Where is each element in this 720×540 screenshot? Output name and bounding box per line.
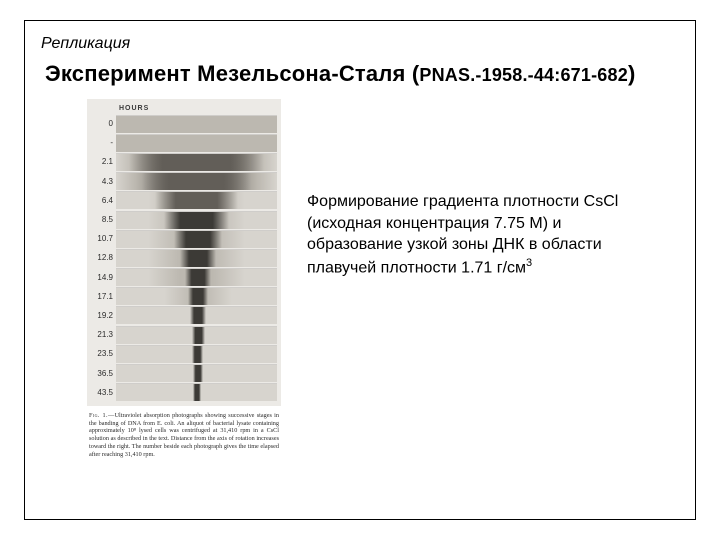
gel-lane [116,306,277,324]
gel-lane [116,172,277,190]
hours-label: 19.2 [91,311,116,320]
gel-row: 10.7 [91,229,277,248]
gel-row: - [91,133,277,152]
dna-band [185,269,211,286]
gel-lane [116,191,277,209]
title-main: Эксперимент Мезельсона-Сталя ( [45,61,419,86]
gel-row: 43.5 [91,383,277,402]
gel-lane [116,115,277,133]
description-main: Формирование градиента плотности CsCl (и… [307,193,618,276]
gel-row: 12.8 [91,248,277,267]
gel-image: HOURS 0 - 2.1 4.3 6.4 8.5 10.7 12.8 14.9 17.1 19.2… [87,99,281,406]
dna-band [193,365,203,382]
title-citation: PNAS.-1958.-44:671-682 [419,65,628,85]
dna-band [188,288,207,305]
figure-caption-label: Fig. 1.— [89,412,115,419]
hours-label: 36.5 [91,369,116,378]
gel-row: 2.1 [91,152,277,171]
gel-row: 0 [91,114,277,133]
gel-lane [116,230,277,248]
dna-band [192,346,203,363]
hours-label: 8.5 [91,215,116,224]
gel-row: 23.5 [91,344,277,363]
dna-band [174,231,222,248]
category-label: Репликация [41,35,681,53]
dna-band [192,327,205,344]
figure-caption: Fig. 1.—Ultraviolet absorption photograp… [87,412,281,459]
gel-lane [116,287,277,305]
description-sup: 3 [526,257,532,269]
page-title: Эксперимент Мезельсона-Сталя (PNAS.-1958… [45,61,681,87]
gel-lane [116,268,277,286]
dna-band [155,192,239,209]
hours-label: 4.3 [91,177,116,186]
gel-row: 6.4 [91,191,277,210]
slide-frame: Репликация Эксперимент Мезельсона-Сталя … [24,20,696,520]
hours-label: 6.4 [91,196,116,205]
gel-lane [116,249,277,267]
dna-band [180,250,215,267]
gel-lane [116,383,277,401]
dna-band [164,212,228,229]
hours-label: 10.7 [91,234,116,243]
dna-band [193,384,201,401]
gel-lane [116,211,277,229]
dna-band [142,173,251,190]
hours-label: 14.9 [91,273,116,282]
gel-row: 4.3 [91,172,277,191]
gel-lane [116,364,277,382]
gel-row: 14.9 [91,268,277,287]
gel-lane [116,345,277,363]
gel-row: 19.2 [91,306,277,325]
hours-label: 23.5 [91,349,116,358]
gel-header: HOURS [91,103,277,114]
gel-lane [116,153,277,171]
hours-label: 17.1 [91,292,116,301]
description-text: Формирование градиента плотности CsCl (и… [307,191,627,279]
gel-row: 17.1 [91,287,277,306]
gel-row: 21.3 [91,325,277,344]
hours-label: 0 [91,119,116,128]
hours-label: 2.1 [91,157,116,166]
title-close: ) [628,61,636,86]
dna-band [129,154,264,171]
gel-row: 36.5 [91,363,277,382]
hours-label: 12.8 [91,253,116,262]
figure-panel: HOURS 0 - 2.1 4.3 6.4 8.5 10.7 12.8 14.9 17.1 19.2… [87,99,281,458]
hours-label: 21.3 [91,330,116,339]
figure-caption-text: Ultraviolet absorption photographs showi… [89,412,279,458]
hours-label: - [91,138,116,147]
gel-lane [116,326,277,344]
gel-lane [116,134,277,152]
gel-row: 8.5 [91,210,277,229]
hours-label: 43.5 [91,388,116,397]
dna-band [190,307,206,324]
